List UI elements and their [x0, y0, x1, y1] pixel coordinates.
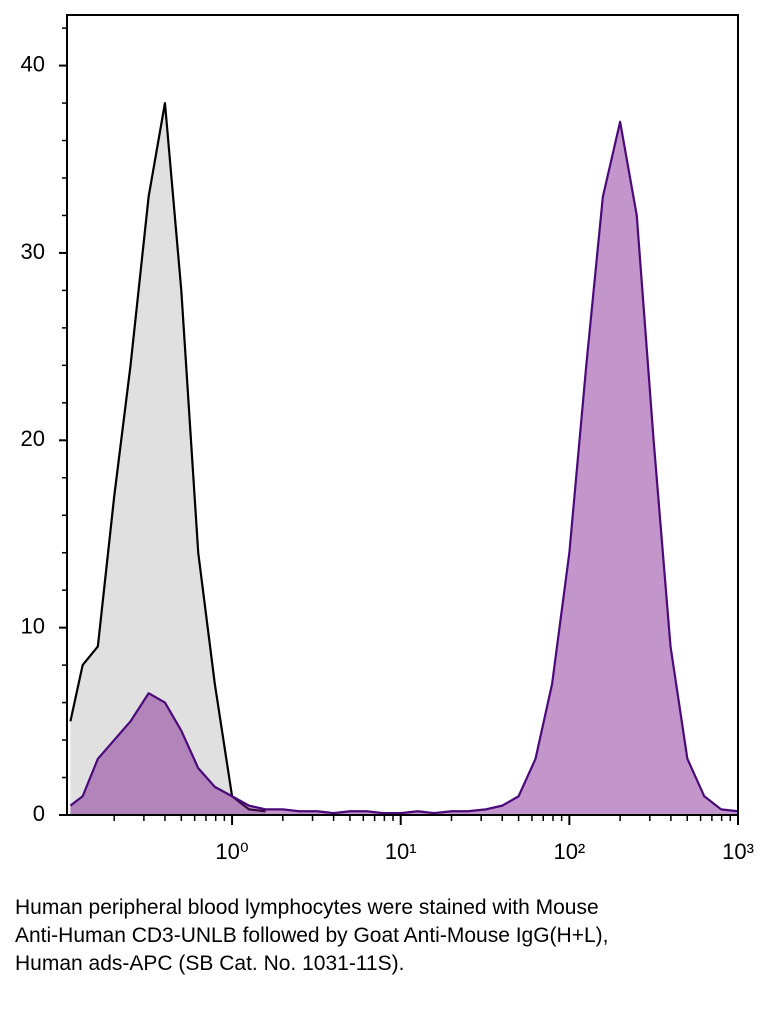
y-tick-label: 30 [21, 239, 45, 264]
plot-frame [66, 14, 739, 816]
caption: Human peripheral blood lymphocytes were … [15, 896, 609, 975]
y-tick-label: 0 [33, 801, 45, 826]
x-tick-label: 10² [553, 839, 585, 864]
x-tick-label: 10¹ [385, 839, 417, 864]
y-tick-label: 10 [21, 613, 45, 638]
area-fill [70, 103, 266, 815]
y-tick-label: 20 [21, 426, 45, 451]
x-tick-label: 10⁰ [215, 839, 248, 864]
area-line [69, 120, 739, 815]
chart: 0 10 20 30 40 10⁰ 10¹ 10² 10³ [21, 14, 754, 864]
area-fill [70, 121, 738, 816]
y-tick-label: 40 [21, 51, 45, 76]
x-tick-label: 10³ [722, 839, 754, 864]
